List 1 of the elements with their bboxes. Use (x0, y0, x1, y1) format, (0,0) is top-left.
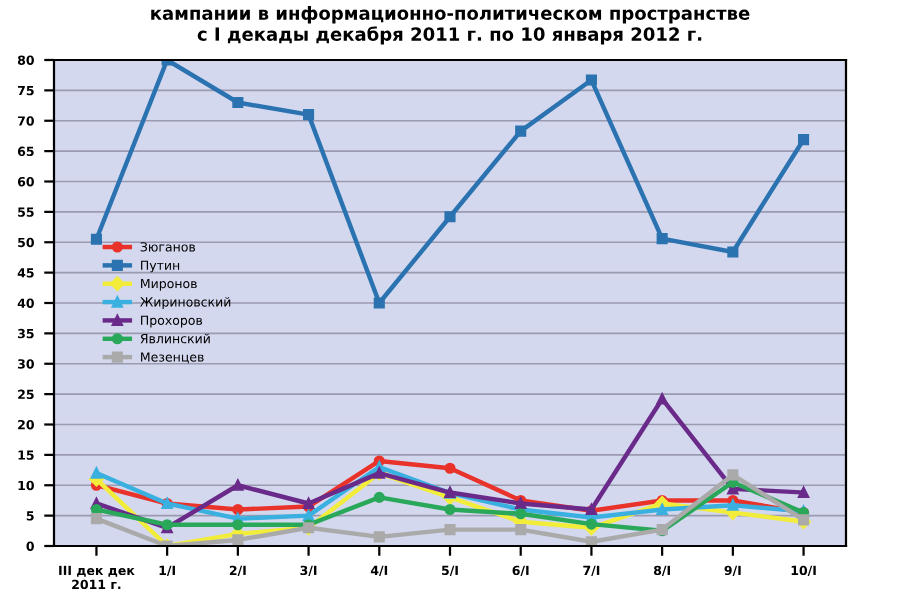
chart-title: кампании в информационно-политическом пространстве с I декады декабря 2011 г. по 10 января 2012 г. (151, 6, 750, 45)
